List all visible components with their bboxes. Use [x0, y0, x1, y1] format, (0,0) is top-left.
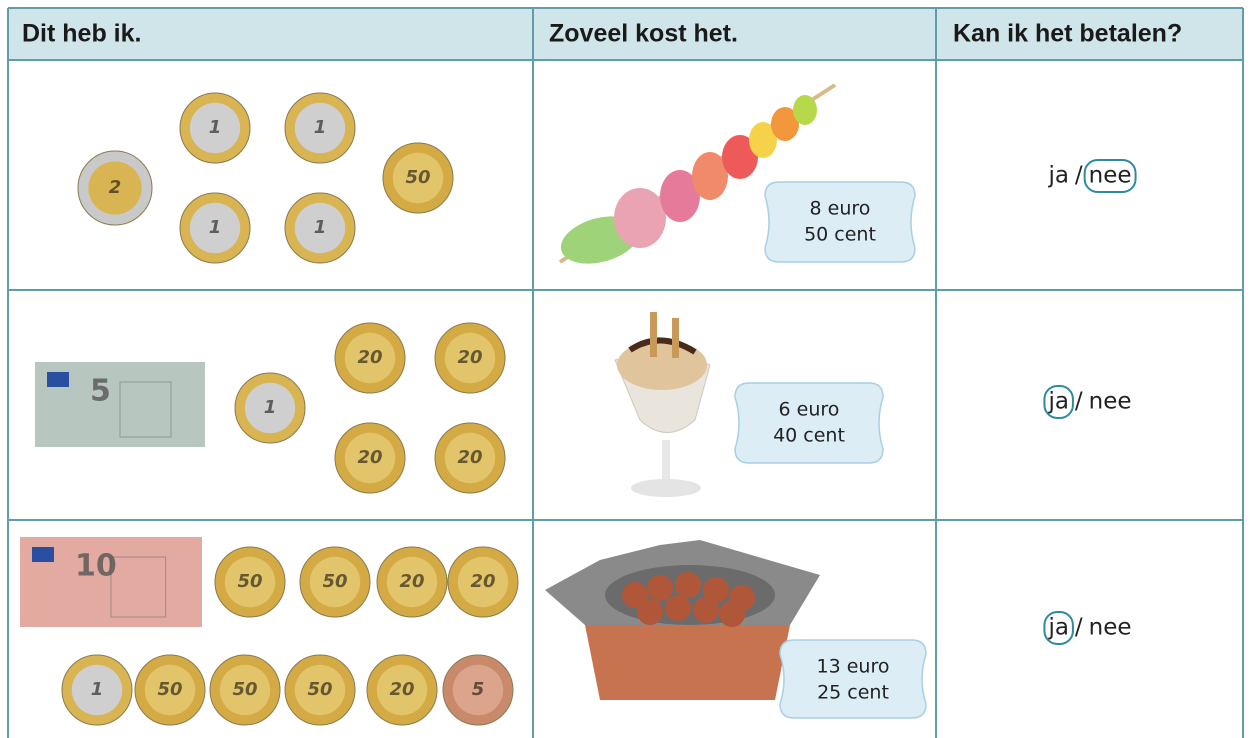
price-line: 8 euro	[810, 198, 871, 220]
coin: 2	[78, 151, 152, 225]
coin: 20	[448, 547, 518, 617]
answer-option: ja	[1047, 163, 1068, 189]
coin: 50	[300, 547, 370, 617]
answer-option: nee	[1089, 615, 1132, 641]
coin-label: 50	[232, 679, 257, 700]
price-tag	[765, 182, 915, 262]
answer-separator: /	[1075, 615, 1083, 641]
banknote-label: 5	[90, 374, 111, 409]
coin: 20	[377, 547, 447, 617]
price-line: 50 cent	[804, 224, 876, 246]
coin: 20	[435, 423, 505, 493]
answer: ja /nee	[1044, 386, 1131, 418]
answer-option: ja	[1047, 389, 1068, 415]
coin: 1	[180, 93, 250, 163]
price-line: 13 euro	[817, 656, 890, 678]
coin-label: 5	[472, 679, 485, 700]
answer-option: ja	[1047, 615, 1068, 641]
coin-label: 20	[399, 571, 424, 592]
header-cell: Kan ik het betalen?	[953, 20, 1182, 48]
coin: 20	[435, 323, 505, 393]
page: {"header": ["Dit heb ik.", "Zoveel kost …	[0, 0, 1250, 738]
price-tag	[735, 383, 883, 463]
answer: ja /nee	[1044, 612, 1131, 644]
answer-option: nee	[1089, 163, 1132, 189]
coin: 50	[135, 655, 205, 725]
coin: 20	[335, 323, 405, 393]
coin-label: 20	[357, 447, 382, 468]
coin-label: 50	[157, 679, 182, 700]
answer: ja /nee	[1047, 160, 1135, 192]
answer-separator: /	[1075, 163, 1083, 189]
coin-label: 1	[314, 217, 327, 238]
answer-option: nee	[1089, 389, 1132, 415]
banknote-label: 10	[75, 549, 117, 584]
price-line: 6 euro	[779, 399, 840, 421]
coin-label: 20	[389, 679, 414, 700]
coin-label: 20	[470, 571, 495, 592]
coin-label: 50	[405, 167, 430, 188]
banknote-flag	[32, 547, 54, 562]
coin-label: 1	[264, 397, 277, 418]
coin: 1	[285, 93, 355, 163]
coin: 50	[285, 655, 355, 725]
coin: 20	[335, 423, 405, 493]
coin-label: 50	[322, 571, 347, 592]
coin: 50	[215, 547, 285, 617]
price-line: 25 cent	[817, 682, 889, 704]
coin-label: 1	[209, 117, 222, 138]
answer-separator: /	[1075, 389, 1083, 415]
banknote: 10	[20, 537, 202, 627]
coin: 20	[367, 655, 437, 725]
coin-label: 1	[209, 217, 222, 238]
coin: 1	[235, 373, 305, 443]
ice-cream-sundae	[615, 312, 710, 497]
banknote: 5	[35, 362, 205, 447]
coin-label: 1	[91, 679, 104, 700]
coin-label: 20	[457, 447, 482, 468]
coin: 5	[443, 655, 513, 725]
coin: 50	[383, 143, 453, 213]
coin: 1	[285, 193, 355, 263]
banknote-flag	[47, 372, 69, 387]
header-cell: Dit heb ik.	[22, 20, 141, 48]
coin-label: 1	[314, 117, 327, 138]
coin-label: 50	[307, 679, 332, 700]
coin: 1	[180, 193, 250, 263]
chocolate-box	[545, 540, 820, 700]
price-tag	[780, 640, 926, 718]
worksheet: Dit heb ik. Zoveel kost het. Kan ik het …	[0, 0, 1250, 738]
coin-label: 20	[357, 347, 382, 368]
coin-label: 2	[109, 177, 122, 198]
coin-label: 20	[457, 347, 482, 368]
coin: 1	[62, 655, 132, 725]
coin: 50	[210, 655, 280, 725]
header-cell: Zoveel kost het.	[549, 20, 738, 48]
price-line: 40 cent	[773, 425, 845, 447]
coin-label: 50	[237, 571, 262, 592]
